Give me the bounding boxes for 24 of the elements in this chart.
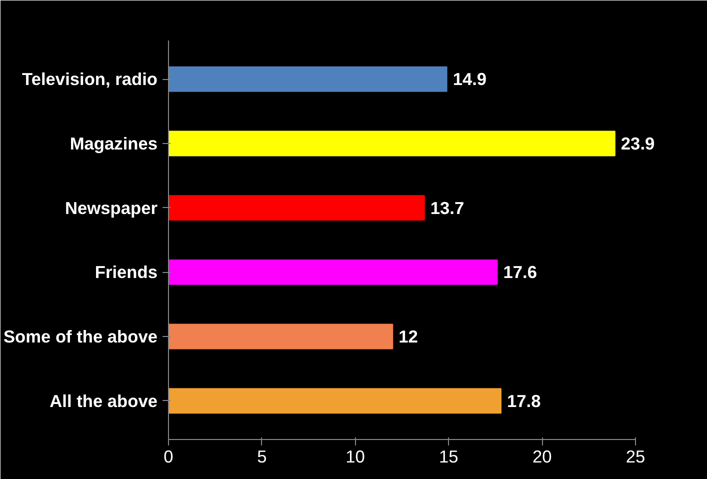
data-label: 13.7 — [430, 198, 464, 218]
x-tick-label: 20 — [532, 446, 552, 466]
data-label: 17.6 — [503, 262, 538, 282]
bar — [168, 130, 616, 156]
bar — [168, 259, 498, 285]
y-tick-label: Some of the above — [3, 326, 158, 347]
y-tick-label: All the above — [50, 390, 158, 411]
data-label: 17.8 — [506, 390, 542, 411]
x-tick-label: 15 — [439, 446, 458, 466]
bar — [168, 388, 502, 414]
x-tick-label: 5 — [257, 446, 267, 466]
bar — [168, 66, 448, 92]
y-tick-label: Magazines — [70, 133, 158, 154]
y-tick-label: Friends — [94, 262, 158, 282]
y-tick-label: Television, radio — [22, 69, 158, 90]
data-label: 12 — [398, 326, 418, 347]
y-tick-label: Newspaper — [65, 198, 158, 218]
data-label: 14.9 — [452, 69, 487, 90]
data-label: 23.9 — [620, 133, 655, 154]
x-tick-label: 25 — [626, 446, 646, 466]
x-tick-label: 10 — [346, 446, 365, 466]
bar — [168, 195, 425, 221]
x-tick-label: 0 — [164, 446, 174, 466]
bar — [168, 324, 394, 350]
